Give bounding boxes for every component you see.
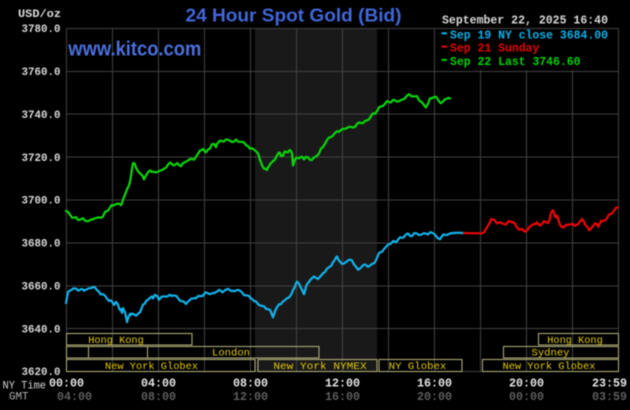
- svg-text:3660.0: 3660.0: [22, 282, 61, 294]
- svg-text:Sep 19 NY close 3684.00: Sep 19 NY close 3684.00: [450, 29, 608, 42]
- svg-text:3700.0: 3700.0: [22, 196, 61, 208]
- svg-text:12:00: 12:00: [325, 377, 360, 390]
- svg-text:Hong Kong: Hong Kong: [88, 335, 144, 347]
- svg-text:3760.0: 3760.0: [22, 67, 61, 79]
- svg-text:00:00: 00:00: [49, 377, 84, 390]
- svg-text:September 22, 2025 16:40: September 22, 2025 16:40: [442, 14, 608, 27]
- svg-text:Sep 21 Sunday: Sep 21 Sunday: [450, 43, 539, 56]
- svg-text:New York NYMEX: New York NYMEX: [273, 361, 367, 373]
- svg-text:24 Hour Spot Gold (Bid): 24 Hour Spot Gold (Bid): [186, 5, 402, 26]
- svg-text:www.kitco.com: www.kitco.com: [67, 39, 201, 61]
- svg-text:3780.0: 3780.0: [22, 24, 61, 36]
- svg-text:NY Globex: NY Globex: [389, 361, 447, 373]
- svg-text:Sep 22 Last 3746.60: Sep 22 Last 3746.60: [450, 56, 581, 69]
- svg-text:04:00: 04:00: [141, 377, 176, 390]
- svg-text:03:59: 03:59: [592, 391, 627, 404]
- svg-text:USD/oz: USD/oz: [18, 9, 61, 21]
- svg-text:Sydney: Sydney: [532, 348, 570, 360]
- svg-text:3680.0: 3680.0: [22, 239, 61, 251]
- svg-text:16:00: 16:00: [417, 377, 452, 390]
- svg-text:04:00: 04:00: [57, 391, 92, 404]
- svg-text:23:59: 23:59: [592, 377, 627, 390]
- svg-text:New York Globex: New York Globex: [503, 361, 596, 373]
- svg-text:12:00: 12:00: [233, 391, 268, 404]
- svg-text:3720.0: 3720.0: [22, 153, 61, 165]
- svg-text:16:00: 16:00: [325, 391, 360, 404]
- svg-text:08:00: 08:00: [141, 391, 176, 404]
- svg-text:New York Globex: New York Globex: [105, 361, 198, 373]
- svg-text:3740.0: 3740.0: [22, 110, 61, 122]
- svg-text:3640.0: 3640.0: [22, 324, 61, 336]
- svg-text:Hong Kong: Hong Kong: [547, 335, 603, 347]
- svg-text:London: London: [212, 348, 250, 360]
- svg-text:GMT: GMT: [9, 392, 29, 404]
- svg-text:20:00: 20:00: [417, 391, 452, 404]
- svg-text:3620.0: 3620.0: [22, 367, 61, 379]
- svg-text:20:00: 20:00: [509, 377, 544, 390]
- svg-text:NY Time: NY Time: [3, 381, 47, 393]
- svg-text:00:00: 00:00: [509, 391, 544, 404]
- svg-text:08:00: 08:00: [233, 377, 268, 390]
